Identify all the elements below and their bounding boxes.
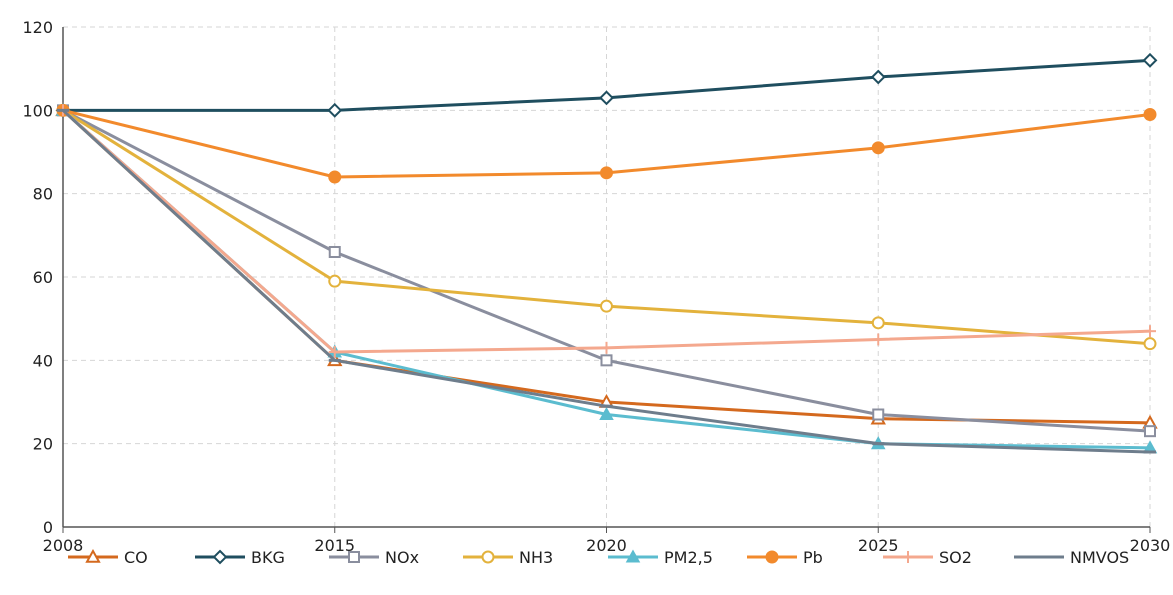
y-tick-label: 20 [33,435,53,454]
y-tick-label: 100 [22,101,53,120]
legend-marker-co [85,548,101,563]
legend-label-bkg: BKG [251,548,285,567]
legend-label-nox: NOx [385,548,419,567]
data-point-bkg [870,69,886,85]
x-tick-label: 2020 [586,536,627,555]
data-point-pb [328,170,342,184]
data-point-pm2-5 [599,406,614,421]
legend-label-pm2-5: PM2,5 [664,548,713,567]
tick-layer: 0 20 40 60 80 100 120 2008 2015 2020 2025 2030 [22,18,1170,555]
legend-label-so2: SO2 [939,548,972,567]
legend-item-so2: SO2 [883,548,972,567]
data-point-nh3 [1143,337,1157,351]
legend-label-co: CO [124,548,148,567]
y-tick-label: 120 [22,18,53,37]
data-point-pb [1143,108,1157,121]
legend-label-nmvos: NMVOS [1070,548,1129,567]
data-point-pb [871,141,885,155]
legend-item-nh3: NH3 [463,548,553,567]
data-point-bkg [599,90,614,106]
data-point-so2 [328,346,341,358]
y-tick-label: 40 [33,351,53,370]
series-pb [56,103,1157,184]
legend-item-bkg: BKG [195,548,285,567]
data-point-nox [872,408,885,421]
legend-marker-so2 [902,551,914,563]
data-point-bkg [1142,52,1158,68]
legend-marker-nox [348,551,360,563]
x-tick-label: 2015 [314,536,355,555]
legend-marker-nh3 [481,550,495,564]
legend-item-co: CO [68,548,148,567]
legend-marker-bkg [212,549,228,565]
data-point-nh3 [600,299,613,313]
legend-item-pm2-5: PM2,5 [608,548,713,567]
data-point-nox [328,246,341,258]
x-tick-label: 2030 [1130,536,1171,555]
data-point-nox [1144,425,1156,438]
data-point-nh3 [871,316,885,330]
data-point-so2 [872,333,885,346]
data-point-nox [600,354,613,367]
y-tick-label: 0 [43,518,53,537]
legend-label-pb: Pb [803,548,823,567]
legend-item-nmvos: NMVOS [1014,548,1129,567]
data-point-so2 [1144,325,1156,338]
x-tick-label: 2025 [858,536,899,555]
x-tick-label: 2008 [43,536,84,555]
data-point-bkg [327,102,343,118]
y-tick-label: 80 [33,185,53,204]
data-point-so2 [600,341,613,354]
legend: CO BKG NOx NH3 PM2,5 Pb SO2 NMVOS [68,548,1129,567]
series-nmvos [57,108,1156,454]
legend-label-nh3: NH3 [519,548,553,567]
legend-item-pb: Pb [747,548,823,567]
y-tick-label: 60 [33,268,53,287]
legend-item-nox: NOx [329,548,419,567]
legend-marker-pb [765,550,779,564]
series-layer [55,52,1158,454]
legend-marker-pm2-5 [625,549,641,563]
data-point-pb [600,166,613,180]
data-point-nh3 [328,274,342,288]
